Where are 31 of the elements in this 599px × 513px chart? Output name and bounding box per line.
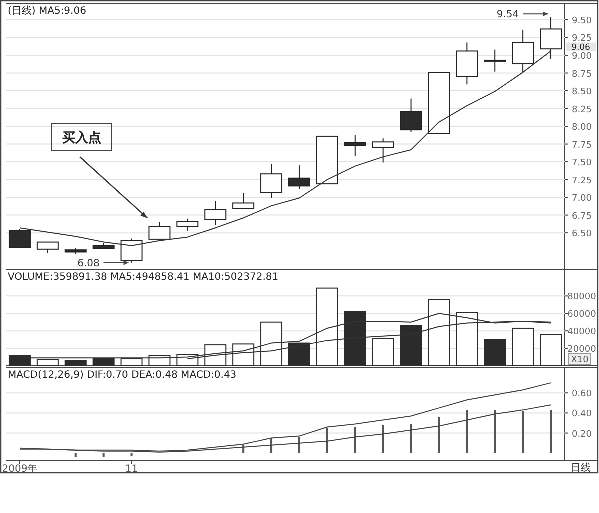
text: 9.06 bbox=[572, 42, 590, 53]
x-tick-label: 11 bbox=[125, 464, 138, 475]
annotation: 6.08 bbox=[78, 258, 100, 270]
text: X10 bbox=[571, 356, 590, 366]
y-tick-label: 60000 bbox=[568, 310, 597, 320]
y-tick-label: 80000 bbox=[568, 292, 597, 303]
y-tick-label: 9.25 bbox=[572, 34, 592, 44]
y-tick-label: 9.00 bbox=[572, 52, 592, 62]
y-tick-label: 0.40 bbox=[572, 410, 592, 420]
y-tick-label: 0.60 bbox=[572, 390, 592, 400]
chart-title: VOLUME:359891.38 MA5:494858.41 MA10:502372.81 bbox=[8, 272, 279, 283]
annotation: 买入点 bbox=[62, 130, 102, 146]
y-tick-label: 8.50 bbox=[572, 88, 592, 98]
y-tick-label: 9.50 bbox=[572, 16, 592, 26]
y-tick-label: 8.25 bbox=[572, 105, 592, 116]
y-tick-label: 6.75 bbox=[572, 212, 592, 222]
y-tick-label: 40000 bbox=[568, 328, 597, 338]
y-tick-label: 8.75 bbox=[572, 70, 592, 80]
y-tick-label: 0.20 bbox=[572, 430, 592, 440]
y-tick-label: 20000 bbox=[568, 345, 597, 356]
y-tick-label: 7.25 bbox=[572, 176, 592, 186]
y-tick-label: 7.00 bbox=[572, 194, 592, 204]
chart-title: MACD(12,26,9) DIF:0.70 DEA:0.48 MACD:0.43 bbox=[8, 370, 237, 381]
chart-title: (日线) MA5:9.06 bbox=[8, 5, 86, 17]
annotation: 9.54 bbox=[496, 10, 520, 21]
y-tick-label: 6.50 bbox=[572, 230, 592, 240]
x-tick-label: 2009年 bbox=[2, 463, 38, 475]
y-tick-label: 8.00 bbox=[572, 123, 592, 134]
text: 日线 bbox=[571, 462, 591, 474]
y-tick-label: 7.75 bbox=[572, 140, 592, 151]
y-tick-label: 7.50 bbox=[572, 158, 592, 169]
